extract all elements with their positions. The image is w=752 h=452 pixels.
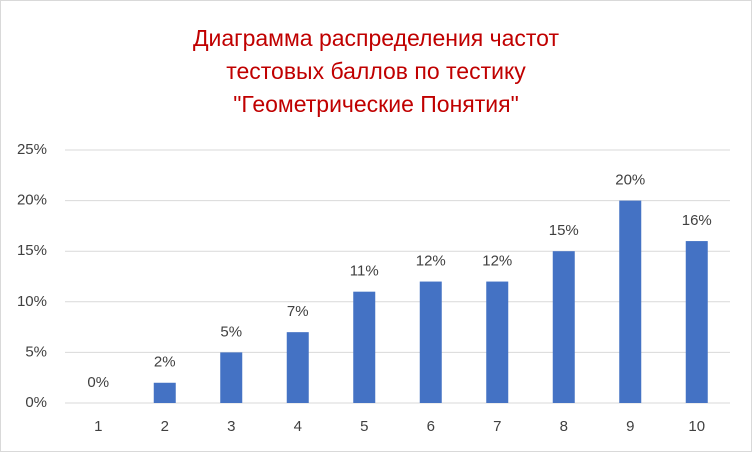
data-label: 12% [416, 253, 446, 270]
x-tick-label: 2 [161, 418, 169, 435]
x-tick-label: 1 [94, 418, 102, 435]
bar [619, 200, 642, 403]
bar [486, 281, 509, 403]
data-label: 7% [287, 303, 309, 320]
y-tick-label: 20% [17, 192, 47, 209]
data-label: 16% [682, 212, 712, 229]
bar [685, 241, 708, 403]
bar [153, 382, 176, 403]
x-tick-label: 4 [294, 418, 302, 435]
data-label: 15% [549, 222, 579, 239]
chart-title: "Геометрические Понятия" [233, 91, 519, 117]
y-tick-label: 25% [17, 141, 47, 158]
x-tick-label: 8 [560, 418, 568, 435]
y-tick-label: 10% [17, 293, 47, 310]
bar [353, 291, 376, 403]
data-label: 12% [482, 253, 512, 270]
data-label: 5% [220, 323, 242, 340]
x-tick-label: 6 [427, 418, 435, 435]
x-tick-label: 5 [360, 418, 368, 435]
y-tick-label: 0% [25, 394, 47, 411]
bar [552, 251, 575, 403]
y-tick-label: 5% [25, 343, 47, 360]
x-tick-label: 7 [493, 418, 501, 435]
x-tick-label: 10 [688, 418, 705, 435]
chart-title: тестовых баллов по тестику [226, 58, 526, 84]
data-label: 20% [615, 172, 645, 189]
data-label: 0% [87, 374, 109, 391]
data-label: 11% [350, 263, 379, 280]
x-tick-label: 9 [626, 418, 634, 435]
chart-title: Диаграмма распределения частот [193, 25, 560, 51]
bar [220, 352, 243, 403]
bar [286, 332, 309, 403]
y-tick-label: 15% [17, 242, 47, 259]
x-tick-label: 3 [227, 418, 235, 435]
data-label: 2% [154, 354, 176, 371]
bar [419, 281, 442, 403]
